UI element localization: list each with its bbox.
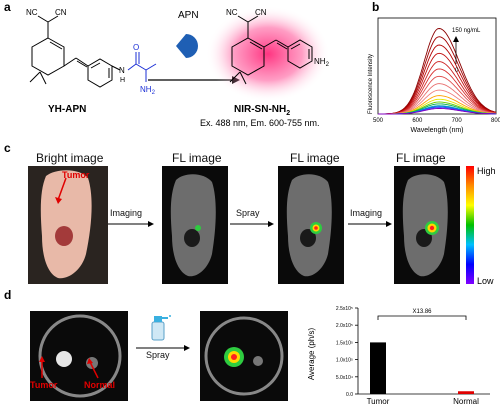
spectra-xtick-label: 500 xyxy=(373,118,384,124)
fold-change-label: X13.86 xyxy=(412,309,432,315)
scale-high-label: High xyxy=(477,166,496,176)
bar-normal xyxy=(458,391,474,394)
bar-ytick-label: 5.0x10⁴ xyxy=(336,375,353,381)
normal-tissue-label: Normal xyxy=(84,380,115,390)
bar-tumor xyxy=(370,342,386,394)
spectra-ylabel: Fluorescence Intensity xyxy=(368,54,374,114)
bar-ylabel: Average (ph/s) xyxy=(307,328,316,381)
emission-spectra-chart: Fluorescence Intensity 150 ng/mL 0 500 60… xyxy=(360,6,500,138)
tumor-tissue-label: Tumor xyxy=(30,380,57,390)
product-cn-right-label: CN xyxy=(255,8,267,17)
scale-low-label: Low xyxy=(477,276,494,286)
tissue-image-after xyxy=(200,311,288,401)
amine-subscript: 2 xyxy=(152,90,156,96)
tumor-pointer-arrow xyxy=(52,176,72,206)
bar-marks xyxy=(370,342,474,394)
carbonyl-o-label: O xyxy=(133,43,139,52)
fl-image-3 xyxy=(394,166,460,284)
spectra-xlabel: Wavelength (nm) xyxy=(410,127,463,134)
bar-ytick-label: 1.0x10⁵ xyxy=(336,358,353,364)
average-signal-bar-chart: Average (ph/s) 0.0 5.0x10⁴ 1.0x10⁵ 1.5x10⁵ 2… xyxy=(300,300,500,406)
arrow-label-imaging-1: Imaging xyxy=(110,208,142,218)
spectra-xtick-label: 600 xyxy=(412,118,423,124)
product-amine-subscript: 2 xyxy=(326,62,330,68)
fl-image-1 xyxy=(162,166,228,284)
arrow-label-spray: Spray xyxy=(236,208,260,218)
spray-bottle-icon xyxy=(142,312,172,342)
bar-xticks: Tumor Normal xyxy=(367,397,480,406)
arrow-imaging-1 xyxy=(108,220,156,228)
product-name: NIR-SN-NH2 xyxy=(234,104,290,117)
cn-right-label: CN xyxy=(55,8,67,17)
amine-label: NH xyxy=(140,85,152,94)
fl-image-2 xyxy=(278,166,344,284)
ex-em-text: Ex. 488 nm, Em. 600-755 nm. xyxy=(200,118,320,128)
amide-h-label: H xyxy=(120,77,125,84)
apn-enzyme-icon xyxy=(176,34,198,58)
fl-image-title-2: FL image xyxy=(290,151,340,165)
bar-yticks: 0.0 5.0x10⁴ 1.0x10⁵ 1.5x10⁵ 2.0x10⁵ 2.5x10⁵ xyxy=(336,306,358,398)
bar-ytick-label: 2.5x10⁵ xyxy=(336,306,353,312)
arrow-spray xyxy=(230,220,276,228)
bright-image-title: Bright image xyxy=(36,151,103,165)
bar-category-label: Tumor xyxy=(367,397,390,406)
arrow-label-imaging-2: Imaging xyxy=(350,208,382,218)
bar-ytick-label: 2.0x10⁵ xyxy=(336,323,353,329)
arrow-spray-d xyxy=(136,344,192,352)
substrate-name: YH-APN xyxy=(48,104,86,115)
color-scale-bar xyxy=(466,166,474,284)
concentration-top-label: 150 ng/mL xyxy=(452,28,481,34)
arrow-imaging-2 xyxy=(348,220,394,228)
product-cn-left-label: NC xyxy=(226,8,238,17)
product-amine-label: NH xyxy=(314,57,326,66)
bar-category-label: Normal xyxy=(453,397,479,406)
panel-label-c: c xyxy=(4,141,11,155)
spectra-xticks: 500 600 700 800 xyxy=(373,118,500,124)
svg-text:NH2: NH2 xyxy=(140,85,156,96)
reagent-label: APN xyxy=(178,10,199,21)
panel-label-d: d xyxy=(4,288,11,302)
bar-ytick-label: 1.5x10⁵ xyxy=(336,340,353,346)
amide-n-label: N xyxy=(119,66,125,75)
spectra-xtick-label: 800 xyxy=(491,118,500,124)
fl-image-title-3: FL image xyxy=(396,151,446,165)
fl-image-title-1: FL image xyxy=(172,151,222,165)
spectra-xtick-label: 700 xyxy=(452,118,463,124)
cn-left-label: NC xyxy=(26,8,38,17)
tissue-pointer-arrows xyxy=(36,356,116,380)
bar-ytick-label: 0.0 xyxy=(346,392,353,398)
significance-bracket xyxy=(378,316,466,320)
product-fluorescence-glow xyxy=(206,6,330,102)
